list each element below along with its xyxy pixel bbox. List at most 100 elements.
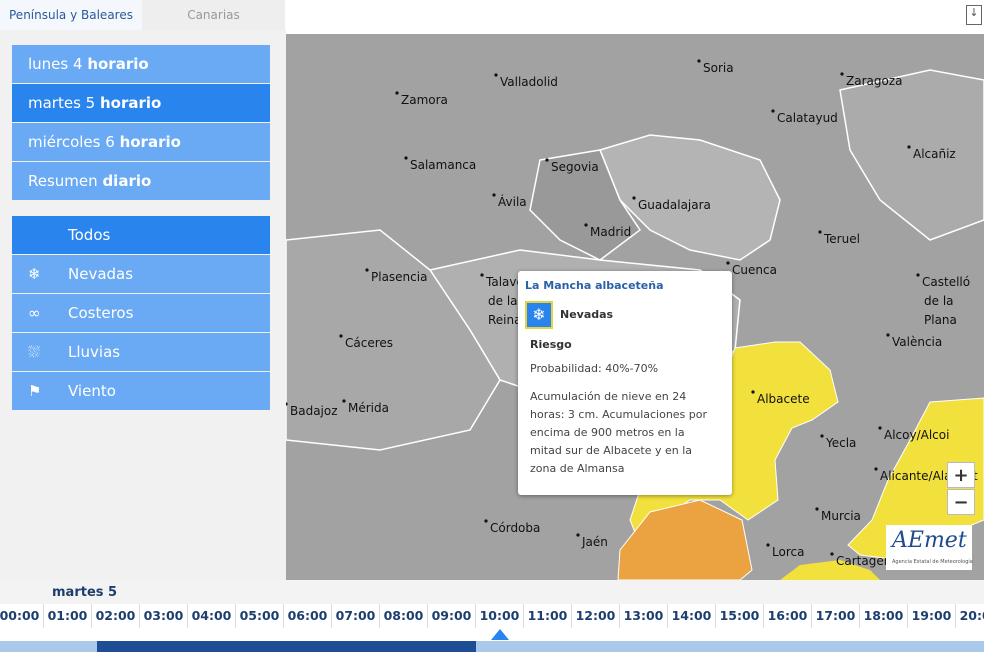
day-button[interactable]: Resumen diario bbox=[12, 162, 270, 200]
day-button[interactable]: miércoles 6 horario bbox=[12, 123, 270, 161]
city-dot bbox=[545, 158, 549, 162]
timeline-range bbox=[97, 641, 476, 652]
day-button[interactable]: martes 5 horario bbox=[12, 84, 270, 122]
region bbox=[529, 149, 642, 261]
popup-title: La Mancha albaceteña bbox=[525, 279, 664, 292]
city-dot bbox=[840, 72, 844, 76]
city-label: Ávila bbox=[498, 194, 527, 209]
popup: La Mancha albaceteña ❄ Nevadas Riesgo Pr… bbox=[518, 271, 732, 495]
city-dot bbox=[818, 230, 822, 234]
city-label: València bbox=[892, 335, 942, 349]
hour-cell[interactable]: 10:00 bbox=[476, 604, 524, 628]
day-mode: horario bbox=[100, 94, 162, 112]
city-dot bbox=[365, 268, 369, 272]
city-dot bbox=[697, 59, 701, 63]
phenomenon-icon: ❄ bbox=[28, 265, 41, 283]
city-dot bbox=[492, 193, 496, 197]
hour-cell[interactable]: 11:00 bbox=[524, 604, 572, 628]
city-label: Segovia bbox=[551, 160, 599, 174]
phenomenon-label: Costeros bbox=[68, 304, 134, 322]
phenomenon-button[interactable]: ❄ Nevadas bbox=[12, 255, 270, 293]
logo: AEmet Agencia Estatal de Meteorología bbox=[886, 525, 973, 570]
hour-cell[interactable]: 06:00 bbox=[284, 604, 332, 628]
hour-cell[interactable]: 09:00 bbox=[428, 604, 476, 628]
day-mode: horario bbox=[87, 55, 149, 73]
region bbox=[598, 134, 781, 261]
city-dot bbox=[339, 334, 343, 338]
hour-cell[interactable]: 20:00 bbox=[956, 604, 984, 628]
popup-probability: Probabilidad: 40%-70% bbox=[530, 362, 659, 375]
hour-cell[interactable]: 04:00 bbox=[188, 604, 236, 628]
city-dot bbox=[766, 543, 770, 547]
zoom-in[interactable]: + bbox=[947, 462, 975, 488]
city-label: Cáceres bbox=[345, 336, 393, 350]
hour-cell[interactable]: 18:00 bbox=[860, 604, 908, 628]
hour-cell[interactable]: 03:00 bbox=[140, 604, 188, 628]
phenomenon-icon: ⛆ bbox=[28, 343, 41, 361]
hour-cell[interactable]: 17:00 bbox=[812, 604, 860, 628]
phenomenon-label: Nevadas bbox=[68, 265, 134, 283]
snow-icon: ❄ bbox=[525, 301, 553, 329]
city-label: Zamora bbox=[401, 93, 448, 107]
city-label: Alcoy/Alcoi bbox=[884, 428, 949, 442]
alert-zone[interactable] bbox=[617, 499, 753, 580]
hour-cell[interactable]: 01:00 bbox=[44, 604, 92, 628]
city-label: Salamanca bbox=[410, 158, 476, 172]
city-dot bbox=[632, 196, 636, 200]
city-dot bbox=[584, 223, 588, 227]
phenomenon-button[interactable]: ⚑ Viento bbox=[12, 372, 270, 410]
hour-cell[interactable]: 13:00 bbox=[620, 604, 668, 628]
hour-cell[interactable]: 07:00 bbox=[332, 604, 380, 628]
city-label: Cuenca bbox=[732, 263, 777, 277]
day-mode: horario bbox=[119, 133, 181, 151]
city-dot bbox=[815, 507, 819, 511]
region bbox=[839, 69, 984, 241]
city-label: Castelló bbox=[922, 275, 970, 289]
phenomenon-button[interactable]: Todos bbox=[12, 216, 270, 254]
logo-subtitle: Agencia Estatal de Meteorología bbox=[892, 559, 973, 565]
hour-cell[interactable]: 14:00 bbox=[668, 604, 716, 628]
tab[interactable]: Canarias bbox=[142, 0, 285, 30]
city-dot bbox=[494, 73, 498, 77]
city-label: Córdoba bbox=[490, 521, 540, 535]
hour-cell[interactable]: 02:00 bbox=[92, 604, 140, 628]
city-dot bbox=[576, 533, 580, 537]
tab[interactable]: Península y Baleares bbox=[0, 0, 142, 30]
phenomenon-icon: ∞ bbox=[28, 304, 41, 322]
city-dot bbox=[286, 402, 288, 406]
timeline-day: martes 5 bbox=[52, 585, 118, 600]
hour-cell[interactable]: 15:00 bbox=[716, 604, 764, 628]
hour-cell[interactable]: 08:00 bbox=[380, 604, 428, 628]
city-label: Calatayud bbox=[777, 111, 838, 125]
city-label: Reina bbox=[488, 313, 521, 327]
city-label: Murcia bbox=[821, 509, 861, 523]
city-label: Plasencia bbox=[371, 270, 427, 284]
day-label: lunes 4 bbox=[28, 55, 83, 73]
city-label: Valladolid bbox=[500, 75, 558, 89]
timeline-track bbox=[0, 641, 984, 652]
day-button[interactable]: lunes 4 horario bbox=[12, 45, 270, 83]
city-label: Guadalajara bbox=[638, 198, 711, 212]
city-dot bbox=[874, 467, 878, 471]
city-dot bbox=[771, 109, 775, 113]
day-label: martes 5 bbox=[28, 94, 96, 112]
alert-zone[interactable] bbox=[780, 560, 880, 580]
hour-cell[interactable]: 00:00 bbox=[0, 604, 44, 628]
city-label: Yecla bbox=[825, 436, 856, 450]
download-icon[interactable]: ↓ bbox=[966, 5, 982, 25]
city-label: Teruel bbox=[823, 232, 860, 246]
zoom-out[interactable]: − bbox=[947, 489, 975, 515]
hour-cell[interactable]: 05:00 bbox=[236, 604, 284, 628]
city-label: Zaragoza bbox=[846, 74, 902, 88]
phenomenon-button[interactable]: ⛆ Lluvias bbox=[12, 333, 270, 371]
city-label: Madrid bbox=[590, 225, 631, 239]
phenomenon-button[interactable]: ∞ Costeros bbox=[12, 294, 270, 332]
hour-cell[interactable]: 12:00 bbox=[572, 604, 620, 628]
popup-phenomenon: Nevadas bbox=[560, 308, 614, 321]
city-dot bbox=[404, 156, 408, 160]
alert-zone[interactable] bbox=[847, 397, 984, 561]
hour-cell[interactable]: 16:00 bbox=[764, 604, 812, 628]
hour-cell[interactable]: 19:00 bbox=[908, 604, 956, 628]
city-label: Cartagena bbox=[836, 554, 899, 568]
city-label: Plana bbox=[924, 313, 957, 327]
